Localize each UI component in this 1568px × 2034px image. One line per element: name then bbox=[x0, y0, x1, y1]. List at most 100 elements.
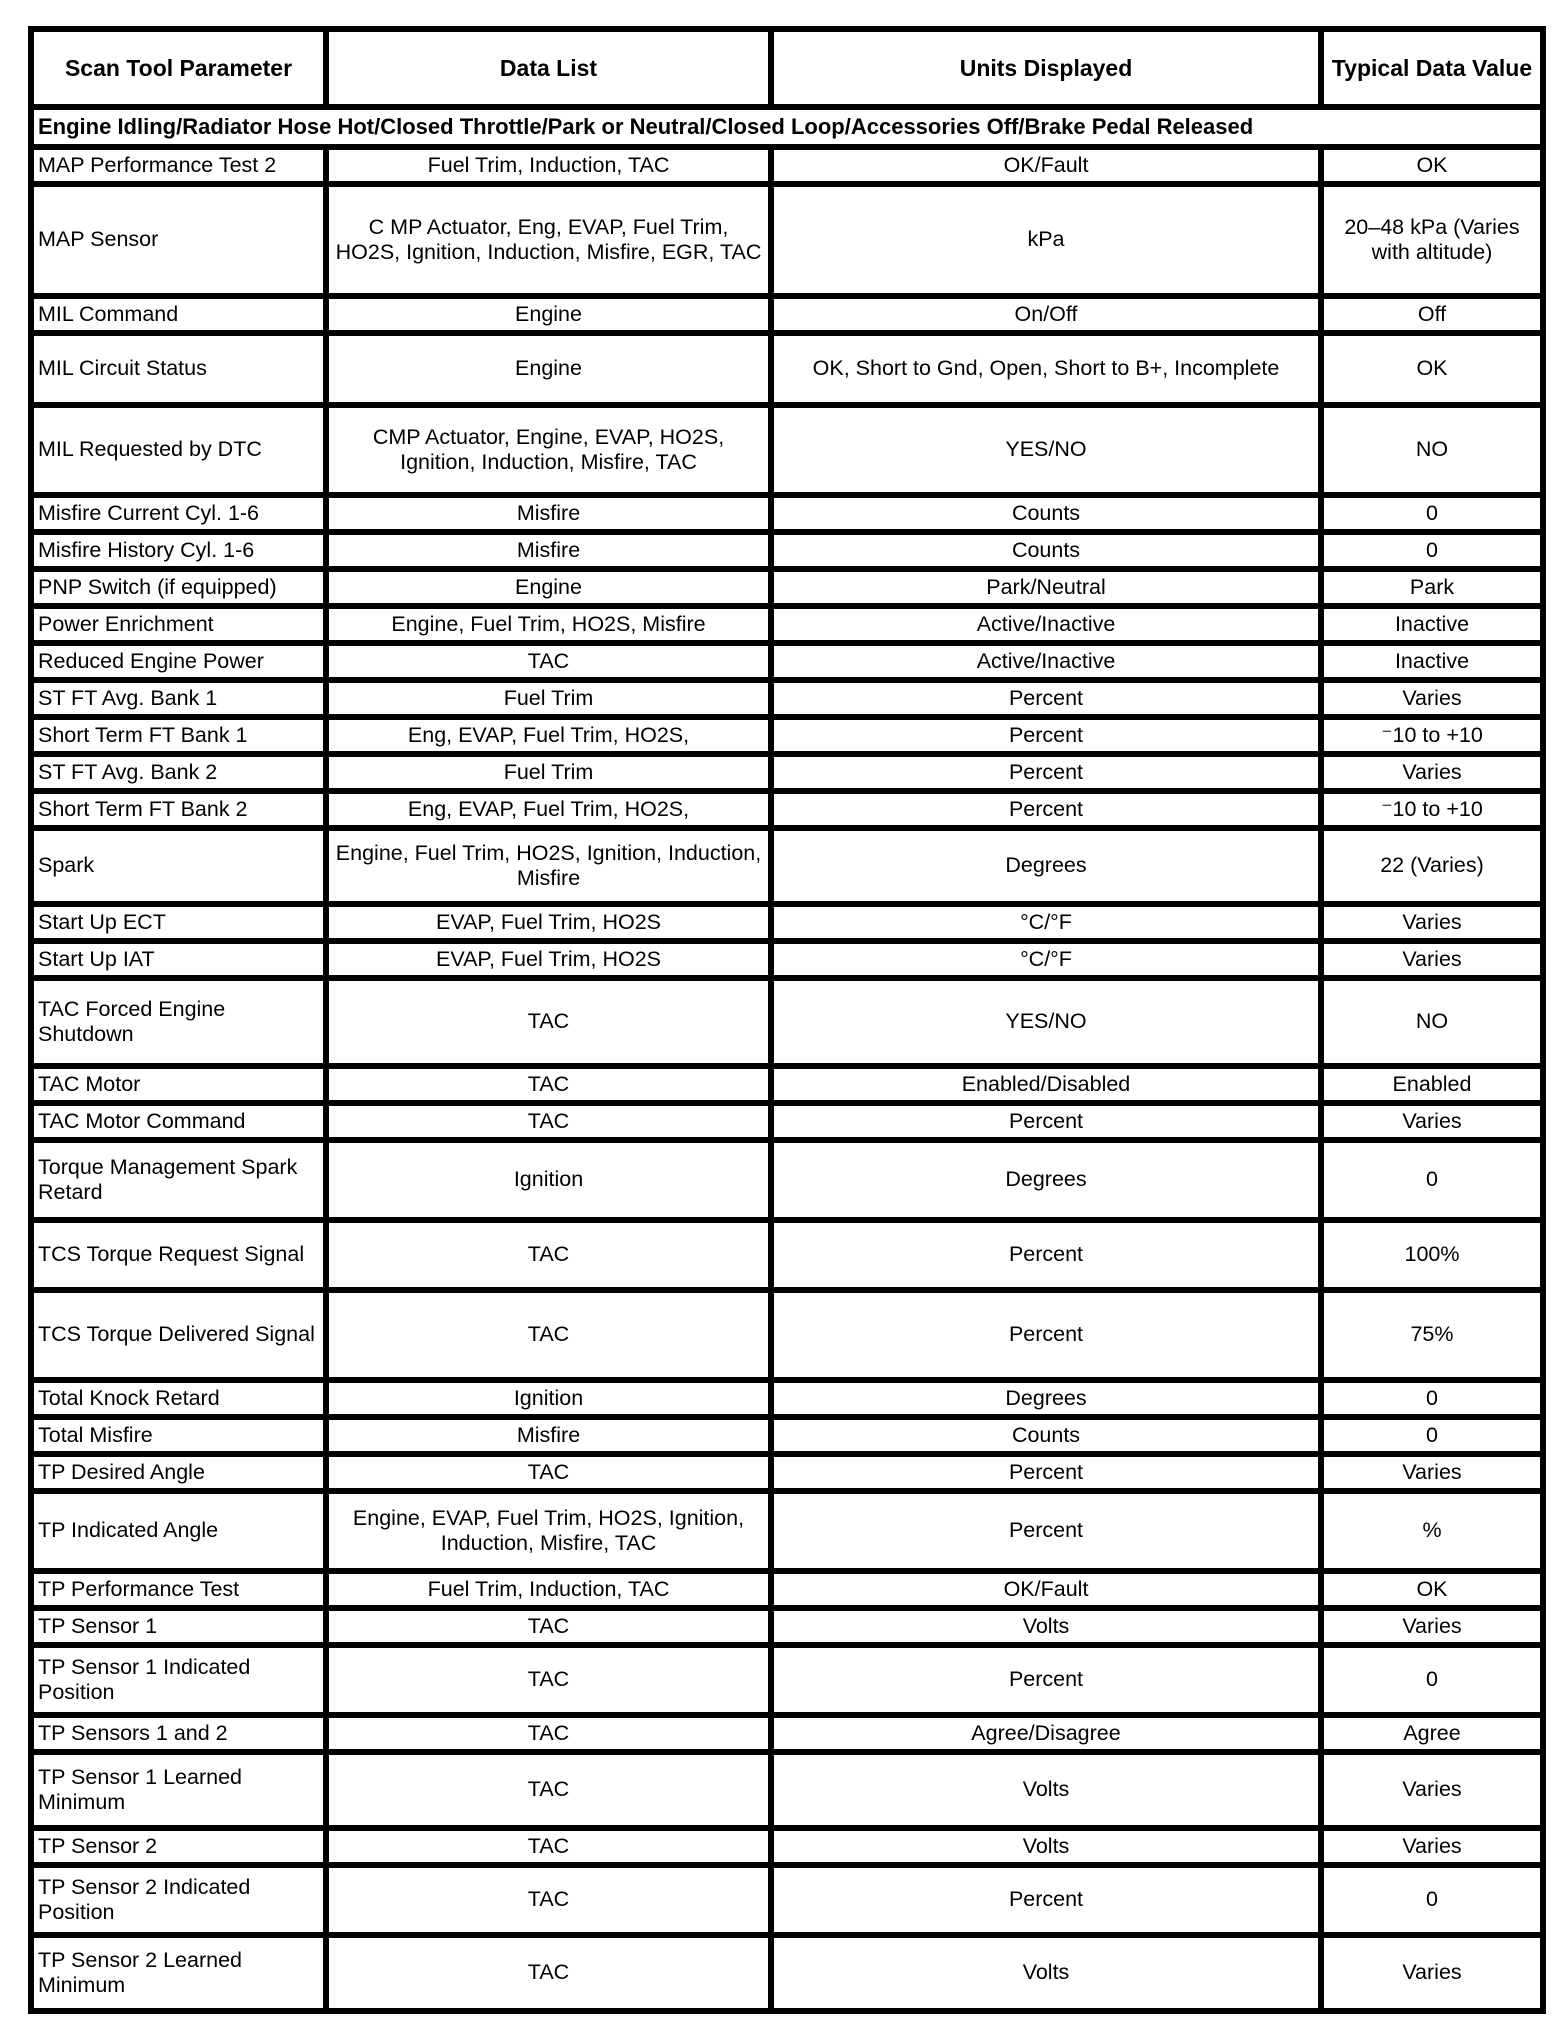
typical-value-cell: OK bbox=[1318, 143, 1546, 187]
units-cell: OK/Fault bbox=[768, 143, 1324, 187]
parameter-cell: TP Sensor 1 bbox=[28, 1604, 329, 1648]
typical-value-cell: ⁻10 to +10 bbox=[1318, 787, 1546, 831]
table-row: MIL Circuit Status Engine OK, Short to G… bbox=[28, 329, 1546, 408]
data-list-cell: TAC bbox=[323, 974, 774, 1069]
units-cell: Percent bbox=[768, 787, 1324, 831]
typical-value-cell: 0 bbox=[1318, 491, 1546, 535]
typical-value-cell: 0 bbox=[1318, 1376, 1546, 1420]
units-cell: Percent bbox=[768, 1286, 1324, 1383]
units-cell: Volts bbox=[768, 1604, 1324, 1648]
table-row: Short Term FT Bank 2 Eng, EVAP, Fuel Tri… bbox=[28, 787, 1546, 831]
data-list-cell: EVAP, Fuel Trim, HO2S bbox=[323, 937, 774, 981]
table-row: TP Sensors 1 and 2 TAC Agree/Disagree Ag… bbox=[28, 1711, 1546, 1755]
typical-value-cell: Varies bbox=[1318, 1931, 1546, 2014]
data-list-cell: Engine, EVAP, Fuel Trim, HO2S, Ignition,… bbox=[323, 1487, 774, 1574]
data-list-cell: TAC bbox=[323, 1641, 774, 1718]
parameter-cell: Short Term FT Bank 1 bbox=[28, 713, 329, 757]
parameter-cell: MIL Requested by DTC bbox=[28, 401, 329, 498]
parameter-cell: Misfire Current Cyl. 1-6 bbox=[28, 491, 329, 535]
table-row: PNP Switch (if equipped) Engine Park/Neu… bbox=[28, 565, 1546, 609]
scan-tool-parameter-table: Scan Tool Parameter Data List Units Disp… bbox=[28, 26, 1546, 2014]
parameter-cell: TP Performance Test bbox=[28, 1567, 329, 1611]
data-list-cell: Fuel Trim, Induction, TAC bbox=[323, 1567, 774, 1611]
data-list-cell: TAC bbox=[323, 1931, 774, 2014]
units-cell: OK/Fault bbox=[768, 1567, 1324, 1611]
data-list-cell: Misfire bbox=[323, 528, 774, 572]
units-cell: Percent bbox=[768, 750, 1324, 794]
typical-value-cell: 0 bbox=[1318, 528, 1546, 572]
table-row: Reduced Engine Power TAC Active/Inactive… bbox=[28, 639, 1546, 683]
typical-value-cell: Agree bbox=[1318, 1711, 1546, 1755]
parameter-cell: TP Indicated Angle bbox=[28, 1487, 329, 1574]
column-header-scan-tool-parameter: Scan Tool Parameter bbox=[28, 26, 329, 110]
table-row: ST FT Avg. Bank 1 Fuel Trim Percent Vari… bbox=[28, 676, 1546, 720]
typical-value-cell: ⁻10 to +10 bbox=[1318, 713, 1546, 757]
test-conditions-row: Engine Idling/Radiator Hose Hot/Closed T… bbox=[28, 104, 1546, 150]
data-list-cell: Engine, Fuel Trim, HO2S, Ignition, Induc… bbox=[323, 824, 774, 907]
parameter-cell: Misfire History Cyl. 1-6 bbox=[28, 528, 329, 572]
table-row: MIL Requested by DTC CMP Actuator, Engin… bbox=[28, 401, 1546, 498]
table-body: MAP Performance Test 2 Fuel Trim, Induct… bbox=[28, 143, 1546, 2014]
typical-value-cell: 0 bbox=[1318, 1136, 1546, 1223]
typical-value-cell: Varies bbox=[1318, 1824, 1546, 1868]
units-cell: Percent bbox=[768, 1641, 1324, 1718]
typical-value-cell: OK bbox=[1318, 1567, 1546, 1611]
parameter-cell: Total Knock Retard bbox=[28, 1376, 329, 1420]
table-row: TAC Forced Engine Shutdown TAC YES/NO NO bbox=[28, 974, 1546, 1069]
units-cell: OK, Short to Gnd, Open, Short to B+, Inc… bbox=[768, 329, 1324, 408]
units-cell: Percent bbox=[768, 1099, 1324, 1143]
table-row: MAP Sensor C MP Actuator, Eng, EVAP, Fue… bbox=[28, 180, 1546, 299]
parameter-cell: PNP Switch (if equipped) bbox=[28, 565, 329, 609]
typical-value-cell: OK bbox=[1318, 329, 1546, 408]
table-row: TP Performance Test Fuel Trim, Induction… bbox=[28, 1567, 1546, 1611]
units-cell: Degrees bbox=[768, 1136, 1324, 1223]
parameter-cell: TP Sensors 1 and 2 bbox=[28, 1711, 329, 1755]
units-cell: YES/NO bbox=[768, 974, 1324, 1069]
data-list-cell: TAC bbox=[323, 1062, 774, 1106]
data-list-cell: TAC bbox=[323, 1216, 774, 1293]
parameter-cell: ST FT Avg. Bank 1 bbox=[28, 676, 329, 720]
table-row: TAC Motor TAC Enabled/Disabled Enabled bbox=[28, 1062, 1546, 1106]
parameter-cell: TAC Motor bbox=[28, 1062, 329, 1106]
data-list-cell: Fuel Trim bbox=[323, 750, 774, 794]
data-list-cell: Eng, EVAP, Fuel Trim, HO2S, bbox=[323, 713, 774, 757]
table-row: Total Misfire Misfire Counts 0 bbox=[28, 1413, 1546, 1457]
table-row: TP Sensor 1 Learned Minimum TAC Volts Va… bbox=[28, 1748, 1546, 1831]
units-cell: YES/NO bbox=[768, 401, 1324, 498]
table-row: TP Sensor 1 Indicated Position TAC Perce… bbox=[28, 1641, 1546, 1718]
units-cell: °C/°F bbox=[768, 937, 1324, 981]
units-cell: Percent bbox=[768, 713, 1324, 757]
typical-value-cell: 22 (Varies) bbox=[1318, 824, 1546, 907]
typical-value-cell: Varies bbox=[1318, 937, 1546, 981]
table-row: TAC Motor Command TAC Percent Varies bbox=[28, 1099, 1546, 1143]
units-cell: Volts bbox=[768, 1824, 1324, 1868]
table-row: Spark Engine, Fuel Trim, HO2S, Ignition,… bbox=[28, 824, 1546, 907]
typical-value-cell: Inactive bbox=[1318, 639, 1546, 683]
units-cell: Percent bbox=[768, 1487, 1324, 1574]
parameter-cell: TP Sensor 2 Indicated Position bbox=[28, 1861, 329, 1938]
data-list-cell: TAC bbox=[323, 1861, 774, 1938]
table-row: MIL Command Engine On/Off Off bbox=[28, 292, 1546, 336]
table-row: Total Knock Retard Ignition Degrees 0 bbox=[28, 1376, 1546, 1420]
data-list-cell: Engine bbox=[323, 329, 774, 408]
table-row: Misfire History Cyl. 1-6 Misfire Counts … bbox=[28, 528, 1546, 572]
parameter-cell: MAP Sensor bbox=[28, 180, 329, 299]
table-row: Misfire Current Cyl. 1-6 Misfire Counts … bbox=[28, 491, 1546, 535]
units-cell: Percent bbox=[768, 1216, 1324, 1293]
data-list-cell: C MP Actuator, Eng, EVAP, Fuel Trim, HO2… bbox=[323, 180, 774, 299]
units-cell: Counts bbox=[768, 1413, 1324, 1457]
column-header-typical-data-value: Typical Data Value bbox=[1318, 26, 1546, 110]
units-cell: Active/Inactive bbox=[768, 639, 1324, 683]
typical-value-cell: Varies bbox=[1318, 900, 1546, 944]
parameter-cell: Reduced Engine Power bbox=[28, 639, 329, 683]
table-row: TP Sensor 1 TAC Volts Varies bbox=[28, 1604, 1546, 1648]
parameter-cell: ST FT Avg. Bank 2 bbox=[28, 750, 329, 794]
units-cell: Degrees bbox=[768, 824, 1324, 907]
typical-value-cell: NO bbox=[1318, 974, 1546, 1069]
parameter-cell: Power Enrichment bbox=[28, 602, 329, 646]
parameter-cell: MIL Command bbox=[28, 292, 329, 336]
table-row: ST FT Avg. Bank 2 Fuel Trim Percent Vari… bbox=[28, 750, 1546, 794]
typical-value-cell: Enabled bbox=[1318, 1062, 1546, 1106]
units-cell: Agree/Disagree bbox=[768, 1711, 1324, 1755]
table-row: MAP Performance Test 2 Fuel Trim, Induct… bbox=[28, 143, 1546, 187]
